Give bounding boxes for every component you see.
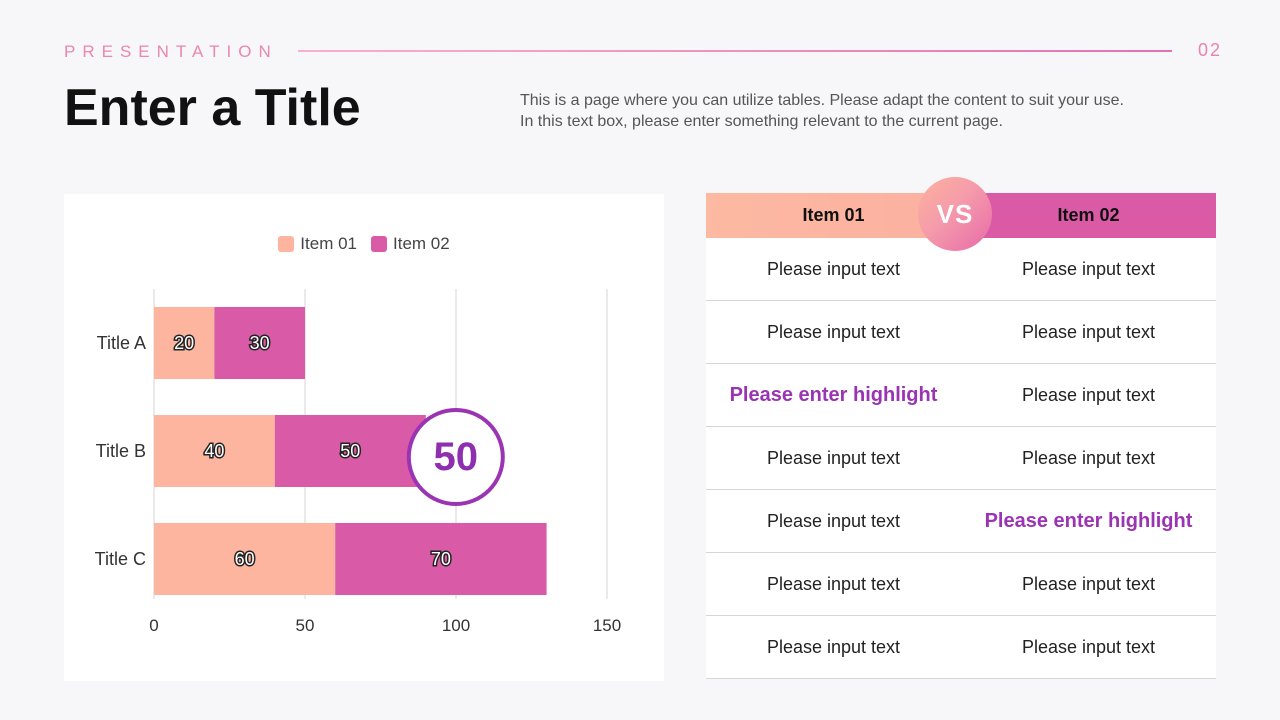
table-cell[interactable]: Please input text <box>1021 384 1156 405</box>
header-item-02: Item 02 <box>961 193 1216 238</box>
x-tick-label: 100 <box>442 616 470 635</box>
table-cell[interactable]: Please input text <box>766 447 901 468</box>
x-tick-label: 0 <box>149 616 158 635</box>
legend-swatch-item02-icon <box>371 236 387 252</box>
bar-segment <box>274 415 426 487</box>
legend-swatch-item01-icon <box>278 236 295 252</box>
table-cell[interactable]: Please input text <box>766 510 901 531</box>
callout-circle <box>406 408 505 506</box>
header-divider <box>298 50 1172 52</box>
table-row: Please enter highlight Please input text <box>706 364 1216 427</box>
table-cell[interactable]: Please input text <box>766 573 901 594</box>
table-cell[interactable]: Please input text <box>1021 321 1156 342</box>
highlight-cell[interactable]: Please enter highlight <box>984 509 1193 532</box>
legend-item-01[interactable]: Item 01 <box>278 234 357 254</box>
y-category-label: Title C <box>95 549 146 569</box>
bar-value-label: 40 <box>204 441 224 461</box>
legend-label-item02: Item 02 <box>393 234 450 253</box>
bar-value-label: 20 <box>174 333 194 353</box>
bar-segment <box>154 307 215 379</box>
bar-value-label: 50 <box>340 441 360 461</box>
x-tick-label: 150 <box>593 616 621 635</box>
bar-value-label: 70 <box>431 549 451 569</box>
table-row: Please input text Please input text <box>706 427 1216 490</box>
bar-segment <box>154 415 275 487</box>
bar-value-label: 30 <box>250 333 270 353</box>
description-line-1: This is a page where you can utilize tab… <box>520 92 1124 109</box>
page-title[interactable]: Enter a Title <box>64 79 361 137</box>
table-cell[interactable]: Please input text <box>766 321 901 342</box>
stacked-bar-chart: 0 50 100 150 Title A 20 30 Title B 40 50 Title C 60… <box>95 289 621 635</box>
bar-segment <box>154 523 336 595</box>
table-cell[interactable]: Please input text <box>1021 573 1156 594</box>
page-number: 02 <box>1198 40 1223 60</box>
description-line-2: In this text box, please enter something… <box>520 113 1003 130</box>
legend-label-item01: Item 01 <box>300 234 357 253</box>
table-cell[interactable]: Please input text <box>1021 258 1156 279</box>
vs-badge: VS <box>918 177 992 251</box>
bar-segment <box>335 523 547 595</box>
bar-value-label: 60 <box>235 549 255 569</box>
x-tick-label: 50 <box>296 616 315 635</box>
table-row: Please input text Please input text <box>706 301 1216 364</box>
table-row: Please input text Please input text <box>706 553 1216 616</box>
comparison-body: Please input text Please input text Please… <box>706 238 1216 679</box>
y-category-label: Title A <box>97 333 146 353</box>
table-row: Please input text Please enter highlight <box>706 490 1216 553</box>
chart-card: 0 50 100 150 Title A 20 30 Title B 40 50 Title C 60… <box>64 194 664 681</box>
page-description[interactable]: This is a page where you can utilize tab… <box>520 90 1200 132</box>
bar-segment <box>214 307 305 379</box>
y-category-label: Title B <box>96 441 146 461</box>
table-row: Please input text Please input text <box>706 616 1216 679</box>
chart-legend: Item 01 Item 02 <box>64 234 664 254</box>
callout-value: 50 <box>434 435 479 479</box>
table-cell[interactable]: Please input text <box>766 258 901 279</box>
comparison-table: Item 01 Item 02 VS Please input text Plea… <box>706 177 1216 679</box>
highlight-cell[interactable]: Please enter highlight <box>729 383 938 406</box>
legend-item-02[interactable]: Item 02 <box>371 234 450 254</box>
table-cell[interactable]: Please input text <box>1021 636 1156 657</box>
table-cell[interactable]: Please input text <box>766 636 901 657</box>
presentation-eyebrow: PRESENTATION <box>64 42 278 61</box>
table-cell[interactable]: Please input text <box>1021 447 1156 468</box>
comparison-header: Item 01 Item 02 VS <box>706 177 1216 251</box>
